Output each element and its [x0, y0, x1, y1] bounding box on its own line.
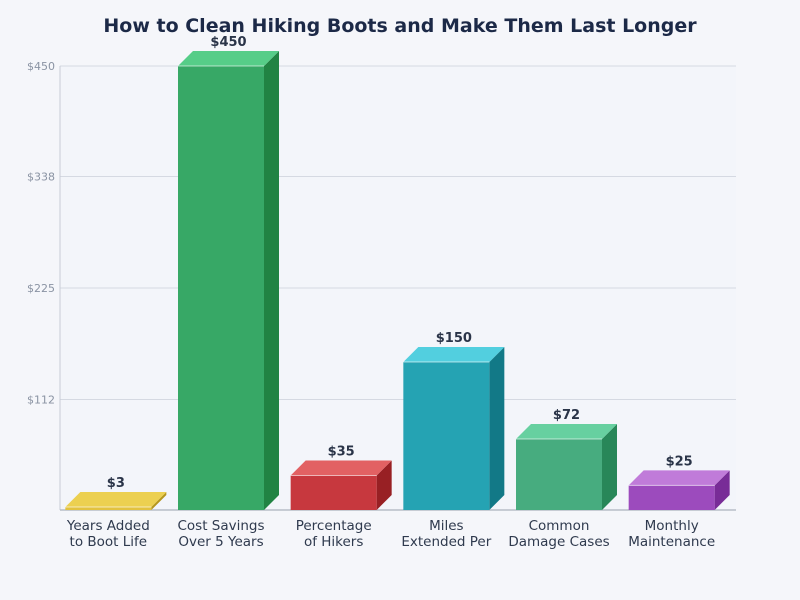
x-tick-label: Over 5 Years	[178, 534, 263, 550]
bar	[516, 438, 602, 510]
data-label: $150	[436, 331, 472, 346]
bar-top	[628, 470, 730, 486]
bar-top	[403, 347, 505, 362]
x-tick-label: of Hikers	[304, 534, 363, 550]
bar-top	[516, 423, 617, 439]
bar	[403, 362, 490, 510]
bar-side	[714, 470, 730, 510]
bar-side	[376, 460, 392, 510]
x-tick-label: Maintenance	[628, 534, 715, 550]
chart-title: How to Clean Hiking Boots and Make Them …	[103, 15, 697, 37]
bar-top	[65, 492, 167, 508]
data-label: $3	[107, 476, 125, 491]
bar-side	[602, 423, 617, 510]
x-tick-label: Years Added	[66, 518, 150, 534]
bar-side	[489, 347, 505, 510]
x-tick-label: Damage Cases	[508, 534, 609, 550]
bar	[628, 485, 715, 510]
x-tick-label: to Boot Life	[70, 534, 148, 550]
x-tick-label: Miles	[429, 518, 464, 534]
bar	[65, 507, 152, 510]
data-label: $35	[328, 444, 355, 459]
bar-top	[290, 460, 392, 476]
x-tick-label: Common	[529, 518, 590, 534]
bar-side	[264, 51, 279, 510]
data-label: $450	[210, 35, 246, 50]
y-tick-label: $338	[27, 171, 55, 184]
bar-side	[151, 492, 167, 510]
y-tick-label: $112	[27, 393, 55, 406]
y-tick-label: $450	[27, 60, 55, 73]
bar-top	[178, 51, 279, 66]
x-tick-label: Monthly	[645, 518, 699, 534]
x-tick-label: Percentage	[296, 518, 372, 534]
data-label: $72	[553, 408, 580, 423]
y-tick-label: $225	[27, 282, 55, 295]
data-label: $25	[666, 454, 693, 469]
bar	[178, 66, 264, 510]
bar	[290, 475, 377, 510]
x-tick-label: Extended Per	[401, 534, 491, 550]
x-tick-label: Cost Savings	[177, 518, 264, 534]
